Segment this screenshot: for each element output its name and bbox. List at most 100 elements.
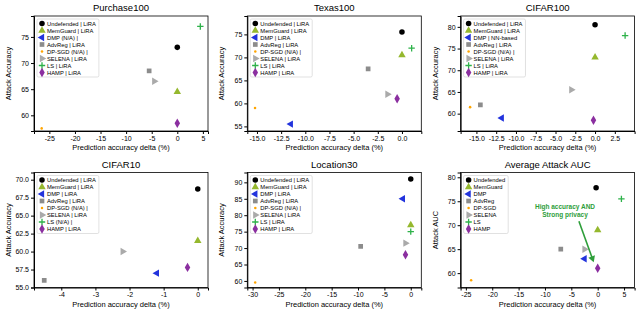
y-tick-mark [244, 281, 247, 282]
x-tick-label: -20 [70, 135, 80, 142]
points [254, 176, 415, 284]
legend-marker [464, 34, 470, 41]
legend-label: DMP | LiRA [47, 191, 77, 197]
x-tick-mark [384, 288, 385, 291]
legend-label: LS | LiRA [260, 63, 285, 69]
legend-frame [464, 19, 526, 77]
x-tick: -30 [248, 288, 258, 299]
x-tick-label: -10 [353, 291, 363, 298]
point [591, 53, 598, 59]
x-tick: -15 [96, 131, 106, 142]
x-tick-mark [595, 131, 596, 134]
y-tick-label: 70 [448, 222, 456, 229]
legend-marker [38, 190, 44, 197]
y-tick: 80 [235, 212, 248, 219]
legend-marker [41, 207, 44, 210]
x-tick-label: -1 [161, 291, 167, 298]
x-tick-label: -10.0 [298, 135, 314, 142]
x-tick-mark [466, 288, 467, 291]
figure: Purchase100-25-20-15-10-50560657075Predi… [0, 0, 640, 313]
point [591, 115, 596, 124]
x-tick-label: -3 [93, 291, 99, 298]
y-tick-label: 60 [235, 278, 243, 285]
x-tick-mark [253, 288, 254, 291]
x-tick-mark [49, 131, 50, 134]
y-tick-mark [458, 92, 461, 93]
x-tick-label: 0 [196, 291, 200, 298]
point [195, 186, 201, 192]
y-tick: 75 [448, 198, 461, 205]
y-tick: 60 [448, 270, 461, 277]
point [497, 114, 503, 121]
x-axis: -25-20-15-10-505 [461, 288, 635, 299]
x-tick: 0 [596, 288, 600, 299]
annotation-arrowhead [588, 255, 595, 262]
legend-label: MemGuard | LiRA [47, 184, 93, 190]
point [407, 221, 414, 227]
legend-label: LS | LiRA [47, 63, 72, 69]
legend-label: AdvReg | LiRA [260, 198, 298, 204]
x-tick-label: -30 [248, 291, 258, 298]
y-axis: 6065707580 [448, 173, 461, 288]
y-tick-label: 70 [21, 60, 29, 67]
x-axis-line [248, 288, 422, 291]
y-tick: 55.0 [15, 284, 34, 291]
legend-marker [39, 224, 44, 233]
y-tick-mark [244, 57, 247, 58]
y-tick-mark [458, 70, 461, 71]
legend-marker [466, 55, 472, 62]
y-tick-label: 60.0 [15, 248, 29, 255]
legend-marker [40, 211, 46, 218]
x-tick-label: -15 [327, 291, 337, 298]
legend-label: HAMP | LiRA [260, 70, 294, 76]
x-tick: -20 [301, 288, 311, 299]
legend-label: Undefended | LiRA [474, 21, 523, 27]
y-tick-mark [458, 49, 461, 50]
x-tick-mark [305, 131, 306, 134]
y-tick-label: 62.5 [15, 230, 29, 237]
point [194, 236, 201, 242]
x-tick-label: -25 [274, 291, 284, 298]
y-tick-mark [244, 265, 247, 266]
panel: Location30-30-25-20-15-10-50606570758085… [217, 159, 421, 309]
point [469, 106, 472, 109]
y-tick: 90 [235, 179, 248, 186]
x-tick-label: -7.5 [324, 135, 336, 142]
x-tick-label: -4 [59, 291, 65, 298]
x-tick-mark [305, 288, 306, 291]
y-tick: 60 [21, 112, 34, 119]
point [569, 86, 575, 93]
x-tick: -25 [45, 131, 55, 142]
x-tick-mark [615, 131, 616, 134]
y-axis-title: Attack Accuracy [4, 47, 13, 101]
x-axis-title: Prediction accuracy delta (%) [286, 300, 384, 309]
x-tick-label: -2.5 [372, 135, 384, 142]
x-tick-mark [257, 131, 258, 134]
x-tick-mark [164, 288, 165, 291]
x-axis: -15.0-12.5-10.0-7.5-5.0-2.50.02.5 [461, 131, 635, 142]
y-axis: 60657075 [21, 17, 34, 132]
legend-label: HAMP | LiRA [474, 70, 508, 76]
y-tick-label: 75 [448, 198, 456, 205]
x-tick-label: -12.5 [274, 135, 290, 142]
y-tick-mark [458, 201, 461, 202]
legend-marker [40, 42, 45, 47]
y-tick-mark [31, 216, 34, 217]
x-tick-mark [203, 131, 204, 134]
legend-label: Undefended [474, 177, 506, 183]
x-tick-mark [536, 131, 537, 134]
x-tick-mark [281, 131, 282, 134]
x-tick: -15.0 [469, 131, 485, 142]
y-axis: 6065707580 [448, 17, 461, 132]
x-tick-mark [329, 131, 330, 134]
point [121, 248, 127, 255]
x-axis: -4-3-2-10 [35, 288, 209, 299]
x-tick: -25 [274, 288, 284, 299]
y-tick: 85 [235, 196, 248, 203]
legend-marker [252, 219, 258, 225]
legend-frame [250, 176, 312, 234]
legend-label: DMP [474, 191, 487, 197]
point [197, 23, 203, 29]
legend-label: LS | LiRA [260, 219, 285, 225]
y-tick-mark [244, 34, 247, 35]
